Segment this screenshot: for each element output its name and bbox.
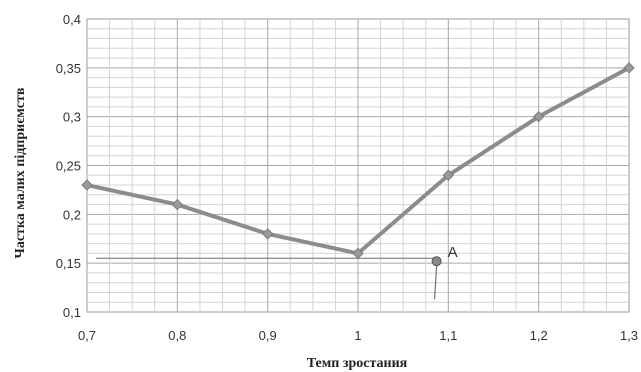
y-tick-label: 0,25: [56, 159, 81, 174]
data-point: [623, 62, 635, 74]
x-tick-label: 1,1: [439, 328, 457, 343]
tick-labels: 0,1 0,15 0,2 0,25 0,3 0,35 0,4 0,7 0,8 0,9 1 1,1 1,2…: [56, 12, 638, 343]
x-tick-label: 0,9: [259, 328, 277, 343]
x-tick-label: 1: [354, 328, 361, 343]
data-point: [532, 110, 545, 123]
x-tick-label: 0,8: [168, 328, 186, 343]
data-point: [171, 198, 184, 211]
annotation-stem: [433, 266, 438, 300]
y-tick-label: 0,35: [56, 61, 81, 76]
data-point: [81, 179, 93, 191]
y-axis-title: Частка малих підприємств: [13, 87, 28, 258]
annotation-point: [431, 256, 442, 267]
data-point: [352, 247, 364, 260]
y-tick-label: 0,1: [63, 305, 81, 320]
y-tick-label: 0,2: [63, 207, 81, 222]
data-point: [442, 169, 455, 181]
x-tick-label: 1,3: [620, 328, 638, 343]
y-tick-label: 0,3: [63, 110, 81, 125]
x-axis-title: Темп зростания: [307, 356, 408, 371]
series-group: [81, 62, 635, 260]
x-tick-label: 0,7: [78, 328, 96, 343]
x-tick-label: 1,2: [530, 328, 548, 343]
y-tick-label: 0,15: [56, 256, 81, 271]
data-point: [261, 228, 274, 240]
y-tick-label: 0,4: [63, 12, 81, 27]
annotation-group: A: [431, 244, 458, 300]
grid: [86, 18, 630, 313]
annotation-label: A: [448, 244, 458, 261]
